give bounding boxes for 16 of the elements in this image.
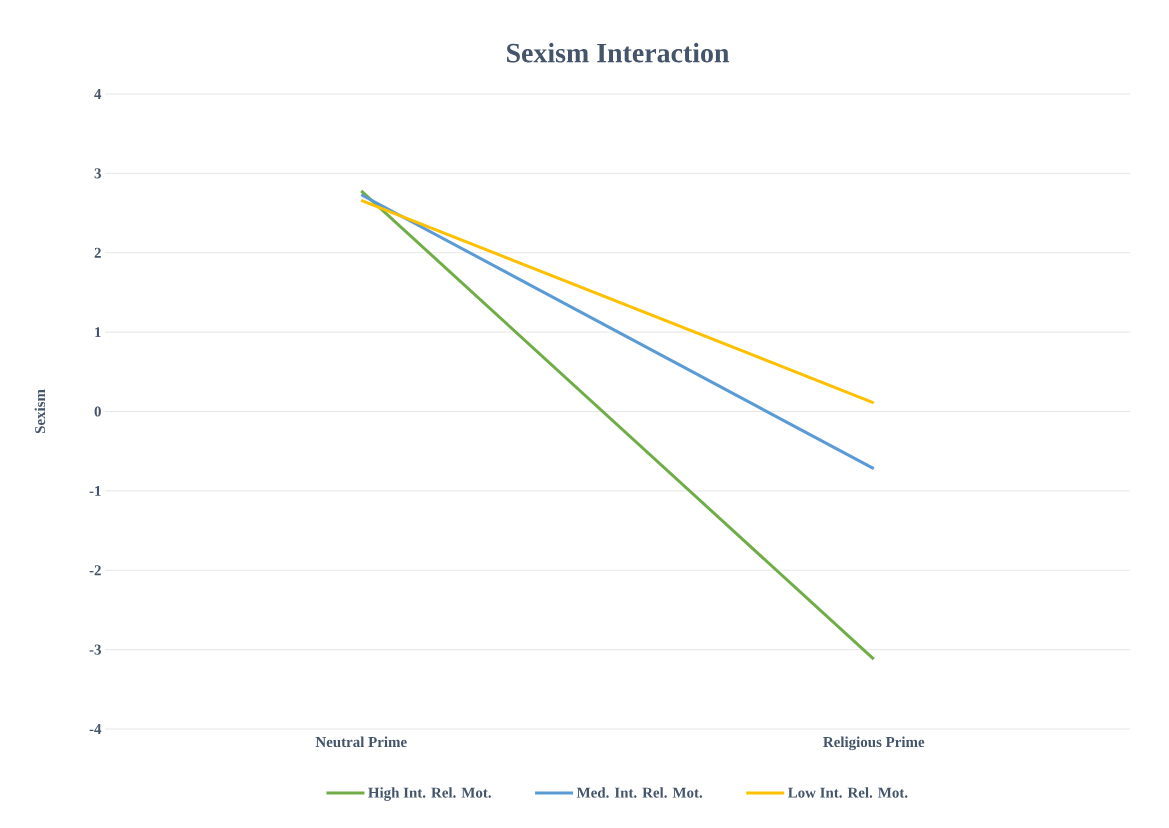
- y-tick-label: 2: [94, 247, 101, 258]
- y-tick-label: 3: [94, 168, 101, 179]
- y-axis-title: Sexism: [34, 389, 46, 434]
- chart-title: Sexism Interaction: [507, 42, 730, 63]
- x-tick-label: Neutral Prime: [315, 736, 407, 748]
- legend-label: Med. Int. Rel. Mot.: [576, 787, 703, 798]
- y-tick-label: -1: [89, 485, 101, 496]
- y-tick-label: -4: [89, 724, 102, 734]
- y-tick-label: 1: [95, 327, 101, 338]
- y-tick-label: 4: [94, 89, 102, 99]
- y-tick-label: 0: [94, 406, 101, 417]
- legend-label: High Int. Rel. Mot.: [368, 787, 491, 801]
- legend-label: Low Int. Rel. Mot.: [787, 787, 908, 798]
- y-tick-label: -3: [89, 644, 101, 655]
- y-tick-label: -2: [89, 565, 101, 576]
- x-tick-label: Religious Prime: [823, 736, 925, 751]
